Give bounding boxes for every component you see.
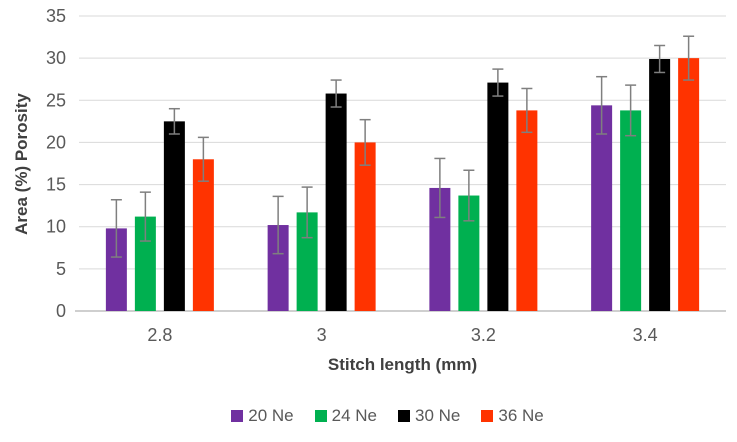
bar-30ne-3 bbox=[325, 93, 347, 312]
legend-label: 30 Ne bbox=[415, 406, 461, 425]
x-tick-label: 2.8 bbox=[147, 325, 172, 345]
y-axis-title: Area (%) Porosity bbox=[12, 93, 31, 235]
y-tick-label: 0 bbox=[56, 301, 66, 321]
legend-label: 24 Ne bbox=[331, 406, 377, 425]
legend-label: 20 Ne bbox=[248, 406, 294, 425]
x-tick-label: 3.2 bbox=[471, 325, 496, 345]
y-tick-label: 10 bbox=[46, 217, 66, 237]
y-tick-label: 30 bbox=[46, 48, 66, 68]
legend-item-20ne: 20 Ne bbox=[231, 406, 294, 426]
x-axis-title: Stitch length (mm) bbox=[327, 355, 478, 374]
legend-swatch bbox=[231, 410, 244, 422]
bar-20ne-3 bbox=[267, 225, 289, 311]
bar-20ne-3.2 bbox=[429, 187, 451, 311]
bar-30ne-3.2 bbox=[487, 82, 509, 311]
y-tick-label: 25 bbox=[46, 90, 66, 110]
bar-36ne-3.4 bbox=[678, 58, 700, 312]
legend-item-36ne: 36 Ne bbox=[481, 406, 544, 426]
bar-30ne-2.8 bbox=[163, 121, 185, 311]
bar-24ne-3.2 bbox=[458, 195, 480, 311]
y-tick-label: 35 bbox=[46, 6, 66, 26]
y-tick-label: 20 bbox=[46, 132, 66, 152]
bar-30ne-3.4 bbox=[649, 58, 671, 311]
bar-20ne-3.4 bbox=[591, 105, 613, 311]
bar-36ne-3 bbox=[354, 142, 376, 311]
x-tick-label: 3.4 bbox=[633, 325, 658, 345]
x-tick-label: 3 bbox=[317, 325, 327, 345]
y-tick-label: 5 bbox=[56, 259, 66, 279]
bar-36ne-2.8 bbox=[192, 159, 214, 311]
legend: 20 Ne 24 Ne 30 Ne 36 Ne bbox=[0, 406, 737, 426]
bar-20ne-2.8 bbox=[105, 228, 127, 311]
plot-area: 0 5 10 15 20 25 30 35 2.8 3 3.2 3.4 bbox=[46, 6, 726, 345]
legend-item-30ne: 30 Ne bbox=[398, 406, 460, 426]
legend-label: 36 Ne bbox=[498, 406, 544, 425]
bar-36ne-3.2 bbox=[516, 110, 538, 312]
legend-item-24ne: 24 Ne bbox=[314, 406, 377, 426]
legend-swatch bbox=[314, 410, 327, 422]
legend-swatch bbox=[481, 410, 494, 422]
y-tick-label: 15 bbox=[46, 175, 66, 195]
legend-swatch bbox=[398, 410, 410, 422]
bar-24ne-3.4 bbox=[620, 110, 642, 312]
bar-24ne-2.8 bbox=[134, 216, 156, 311]
